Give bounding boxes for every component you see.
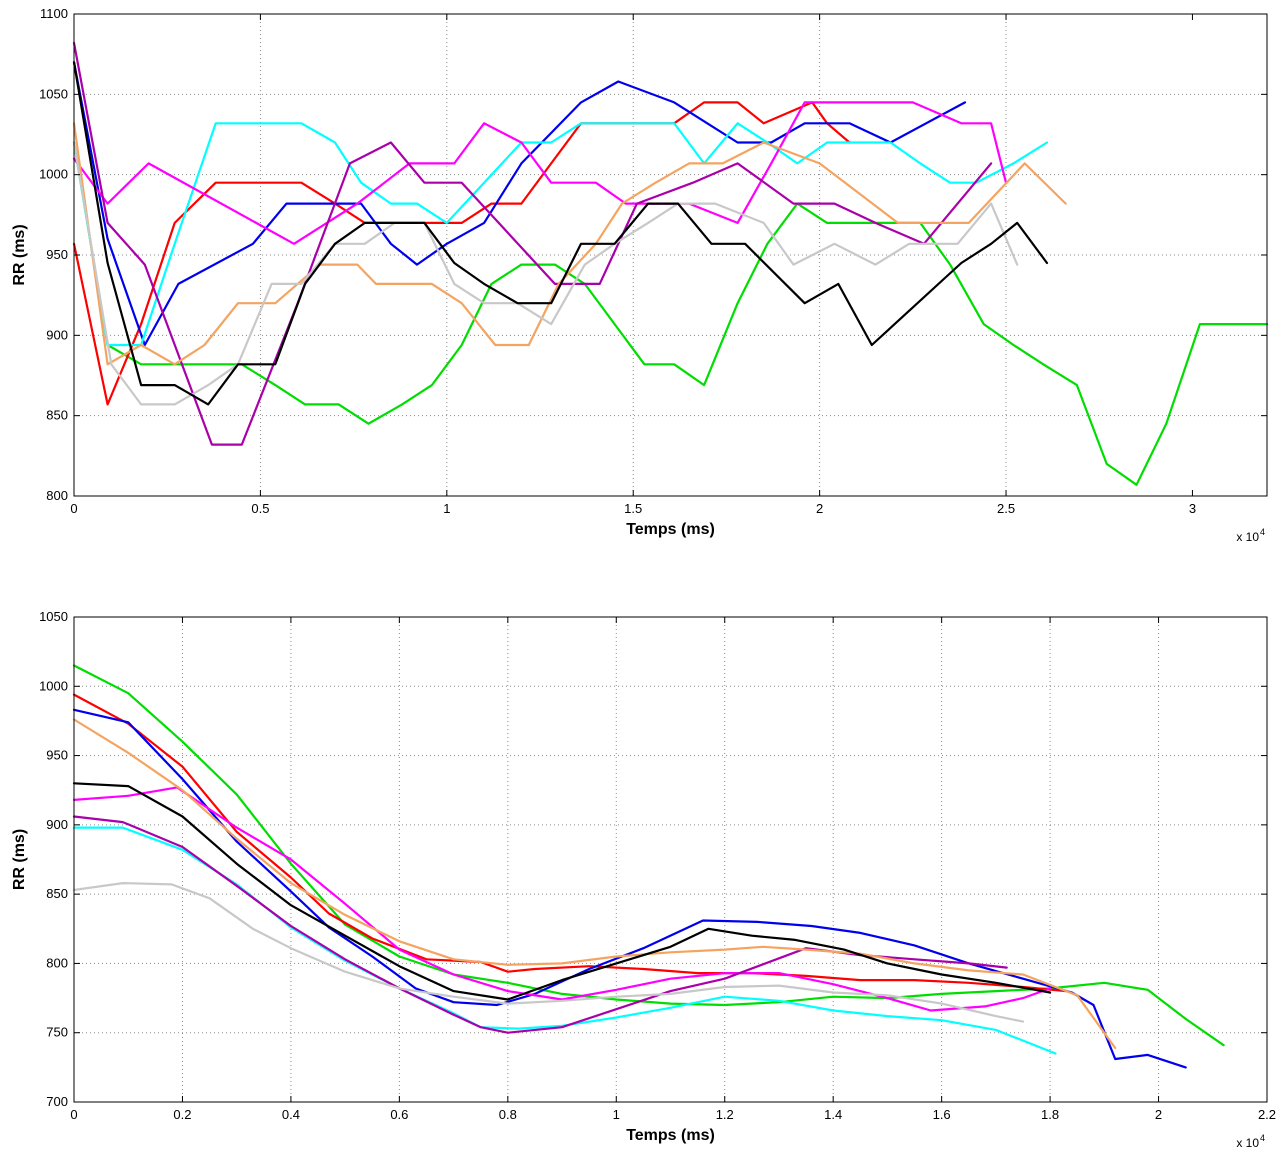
y-tick-label: 850 [46,886,68,901]
y-tick-label: 850 [46,408,68,423]
x-tick-label: 2 [816,501,823,516]
y-tick-label: 900 [46,327,68,342]
series-line-1 [72,664,1225,1047]
x-axis-label: Temps (ms) [626,1127,715,1144]
series-line-2 [72,693,1068,993]
x-axis-label: Temps (ms) [626,521,715,538]
series-line-5 [72,786,1052,1012]
x-tick-label: 3 [1189,501,1196,516]
x-tick-label: 1.4 [824,1107,842,1122]
y-tick-label: 950 [46,247,68,262]
x-tick-label: 0.6 [390,1107,408,1122]
y-tick-label: 1100 [40,6,68,21]
series-line-6 [72,41,993,446]
y-tick-label: 1000 [39,167,68,182]
y-tick-label: 800 [46,955,68,970]
x-multiplier-exponent: 4 [1260,527,1265,537]
y-tick-label: 800 [46,488,68,503]
y-tick-label: 1050 [39,609,68,624]
y-tick-label: 750 [46,1025,68,1040]
x-tick-label: 1.6 [933,1107,951,1122]
chart-2: 0 0.2 0.4 0.6 0.8 1 1.2 1.4 1.6 1.8 2 2.2 700 750 800 8… [11,609,1276,1149]
series-line-9 [72,782,1052,1001]
series-line-5 [72,101,1008,245]
series-line-9 [72,61,1049,406]
y-axis-label: RR (ms) [11,224,28,285]
x-tick-label: 1.5 [624,501,642,516]
series-line-2 [72,101,851,406]
series-line-7 [72,122,1067,366]
y-tick-label: 1000 [39,678,68,693]
x-tick-label: 1 [613,1107,620,1122]
y-tick-label: 700 [46,1094,68,1109]
x-tick-label: 1.8 [1041,1107,1059,1122]
x-multiplier-label: x 10 [1236,530,1259,544]
series-line-1 [72,141,1269,486]
x-tick-label: 0.8 [499,1107,517,1122]
series-line-4 [72,122,1049,347]
x-tick-label: 0.5 [251,501,269,516]
series-line-8 [72,881,1025,1023]
series-line-3 [72,61,967,347]
x-multiplier-label: x 10 [1236,1136,1259,1149]
y-tick-label: 1050 [39,86,68,101]
x-tick-label: 0 [70,1107,77,1122]
x-tick-label: 1 [443,501,450,516]
y-tick-label: 950 [46,748,68,763]
series-line-4 [72,826,1057,1055]
x-tick-label: 0 [70,501,77,516]
x-tick-label: 2 [1155,1107,1162,1122]
y-axis-label: RR (ms) [11,829,28,890]
series-line-7 [72,718,1117,1050]
x-tick-label: 2.2 [1258,1107,1276,1122]
plot-frame [73,616,1268,1103]
x-tick-label: 1.2 [716,1107,734,1122]
series-line-6 [72,815,1008,1034]
x-tick-label: 0.2 [173,1107,191,1122]
x-tick-label: 0.4 [282,1107,300,1122]
chart-1: 0 0.5 1 1.5 2 2.5 3 800 850 900 950 1000 1050 1100 Tem… [11,6,1269,544]
x-multiplier-exponent: 4 [1260,1133,1265,1143]
y-tick-label: 900 [46,817,68,832]
x-tick-label: 2.5 [997,501,1015,516]
